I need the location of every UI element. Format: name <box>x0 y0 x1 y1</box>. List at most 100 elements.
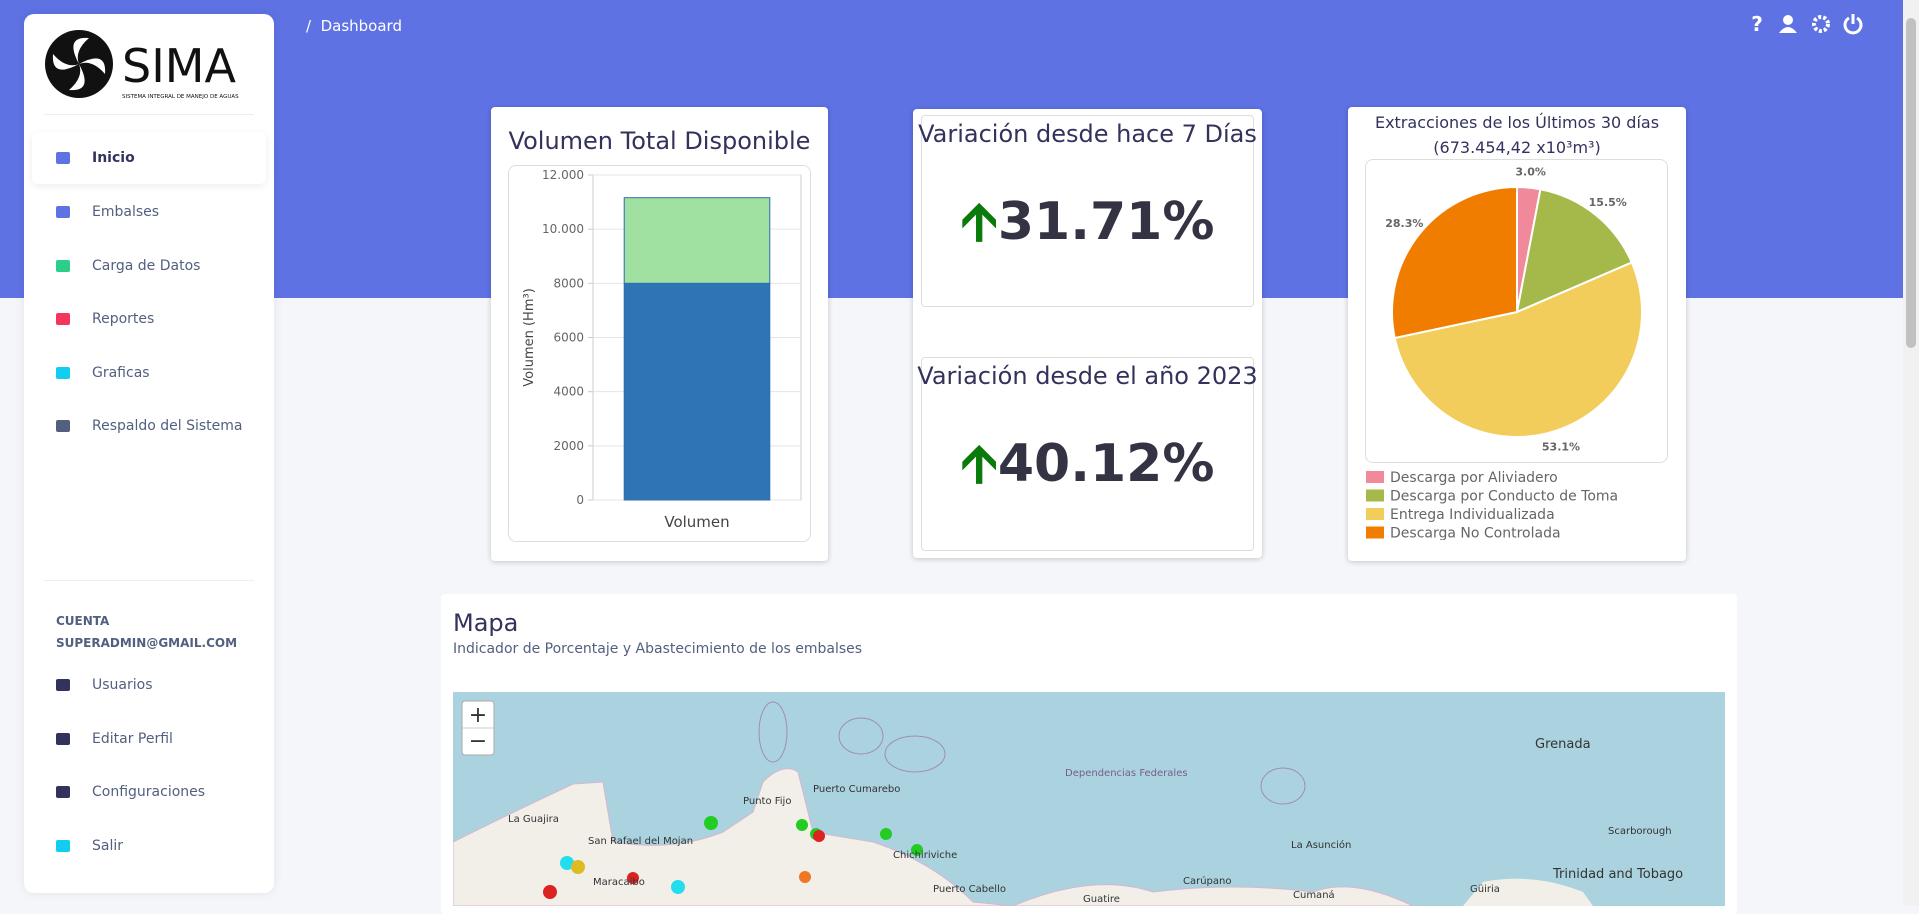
map-label: La Guajira <box>508 814 559 825</box>
y-tick-label: 2000 <box>553 439 584 453</box>
account-email: SUPERADMIN@GMAIL.COM <box>56 636 238 650</box>
nav-label: Editar Perfil <box>92 731 173 747</box>
y-tick-label: 12.000 <box>542 168 584 182</box>
nav-label: Respaldo del Sistema <box>92 418 243 434</box>
map-label: San Rafael del Mojan <box>588 836 693 847</box>
zoom-out[interactable]: − <box>469 729 487 754</box>
variation-title: Variación desde hace 7 Días <box>918 120 1257 148</box>
power-icon[interactable] <box>1843 16 1863 35</box>
bar-chart: 0200040006000800010.00012.00071.67%Volum… <box>522 168 802 531</box>
card-title: Volumen Total Disponible <box>508 127 811 155</box>
slice-label: 3.0% <box>1515 166 1546 179</box>
pie-slice <box>1515 188 1634 314</box>
reservoir-markers[interactable] <box>543 816 923 899</box>
nav-label: Usuarios <box>92 677 153 693</box>
map-label: Scarborough <box>1608 826 1672 837</box>
bar-segment <box>623 197 771 284</box>
nav-label: Salir <box>92 838 124 854</box>
map-label: Maracaibo <box>593 877 645 888</box>
x-tick-label: Volumen <box>664 513 729 531</box>
nav-icon <box>56 367 70 379</box>
card-subtitle: (673.454,42 x10³m³) <box>1433 138 1601 157</box>
account-heading: CUENTA <box>56 614 110 628</box>
breadcrumb-item[interactable]: Dashboard <box>320 17 402 35</box>
nav-icon <box>56 260 70 272</box>
nav-item[interactable]: Graficas <box>32 347 266 399</box>
y-tick-label: 0 <box>576 493 584 507</box>
nav-label: Inicio <box>92 150 135 166</box>
nav-icon <box>56 679 70 691</box>
variation-number: 31.71% <box>997 192 1215 252</box>
nav-label: Carga de Datos <box>92 258 201 274</box>
slice-label: 15.5% <box>1589 196 1627 209</box>
slice-label: 53.1% <box>1542 440 1580 453</box>
y-tick-label: 4000 <box>553 385 584 399</box>
nav-item[interactable]: Salir <box>32 820 266 872</box>
map-subtitle: Indicador de Porcentaje y Abastecimiento… <box>453 641 863 657</box>
breadcrumb: / Dashboard <box>306 17 402 35</box>
logo: SIMA SISTEMA INTEGRAL DE MANEJO DE AGUAS <box>45 30 239 100</box>
bar-segment <box>623 282 771 501</box>
legend-label: Entrega Individualizada <box>1390 507 1555 523</box>
slice-label: 28.3% <box>1385 217 1423 230</box>
map-label: Cumaná <box>1293 889 1335 901</box>
nav-label: Graficas <box>92 365 150 381</box>
nav-item[interactable]: Inicio <box>32 132 266 184</box>
map-label: Trinidad and Tobago <box>1552 867 1683 882</box>
settings-icon[interactable] <box>1812 15 1830 33</box>
y-tick-label: 8000 <box>553 276 584 290</box>
legend-label: Descarga por Conducto de Toma <box>1390 489 1618 505</box>
variation-card: Variación desde hace 7 Días 🡩31.71% Vari… <box>913 109 1262 558</box>
map-label: Grenada <box>1535 737 1591 752</box>
map-label: Güiria <box>1470 884 1500 895</box>
legend-label: Descarga No Controlada <box>1390 526 1561 541</box>
legend-swatch <box>1366 489 1384 502</box>
legend-swatch <box>1366 471 1384 483</box>
map-label: Chichiriviche <box>893 850 957 861</box>
logo-subtext: SISTEMA INTEGRAL DE MANEJO DE AGUAS <box>122 94 239 100</box>
map-label: Punto Fijo <box>743 796 791 807</box>
nav-label: Configuraciones <box>92 784 206 800</box>
legend-label: Descarga por Aliviadero <box>1390 470 1558 486</box>
nav-item[interactable]: Embalses <box>32 186 266 238</box>
nav-item[interactable]: Usuarios <box>32 659 266 711</box>
y-axis-title: Volumen (Hm³) <box>522 288 537 387</box>
pie-chart: 3.0% 15.5% 53.1% 28.3% Descarga por Aliviade… <box>1366 166 1643 541</box>
nav-item[interactable]: Carga de Datos <box>32 240 266 292</box>
nav-item[interactable]: Respaldo del Sistema <box>32 400 266 452</box>
variation-value: 🡩31.71% <box>960 192 1215 252</box>
variation-number: 40.12% <box>997 434 1215 494</box>
nav-icon <box>56 840 70 852</box>
pie-slice <box>1391 185 1518 340</box>
zoom-control: + − <box>461 700 495 756</box>
nav-icon <box>56 313 70 325</box>
nav-icon <box>56 206 70 218</box>
nav-item[interactable]: Reportes <box>32 293 266 345</box>
map-label: Carúpano <box>1183 875 1232 887</box>
help-icon[interactable]: ? <box>1751 12 1763 36</box>
nav-item[interactable]: Configuraciones <box>32 766 266 818</box>
scrollbar[interactable] <box>1903 0 1919 906</box>
nav-icon <box>56 152 70 164</box>
card-title: Extracciones de los Últimos 30 días <box>1374 113 1660 132</box>
nav-icon <box>56 420 70 432</box>
y-tick-label: 10.000 <box>542 222 584 236</box>
map-label: Guatire <box>1083 894 1120 905</box>
pie-slice <box>1393 261 1643 438</box>
map-title: Mapa <box>453 609 519 637</box>
variation-title: Variación desde el año 2023 <box>917 362 1258 390</box>
map-label: La Asunción <box>1291 839 1351 851</box>
legend-swatch <box>1366 508 1384 520</box>
legend-swatch <box>1366 526 1384 539</box>
nav-icon <box>56 786 70 798</box>
nav-item[interactable]: Editar Perfil <box>32 713 266 765</box>
top-icons: ? <box>1751 12 1863 36</box>
zoom-in[interactable]: + <box>469 703 487 728</box>
map-label: Puerto Cabello <box>933 884 1006 895</box>
user-icon[interactable] <box>1779 15 1797 33</box>
map-label: Puerto Cumarebo <box>813 784 900 795</box>
y-tick-label: 6000 <box>553 331 584 345</box>
map[interactable]: + − La Guajira San Rafael del Mojan Maraca… <box>453 692 1725 906</box>
variation-value: 🡩40.12% <box>960 434 1215 494</box>
